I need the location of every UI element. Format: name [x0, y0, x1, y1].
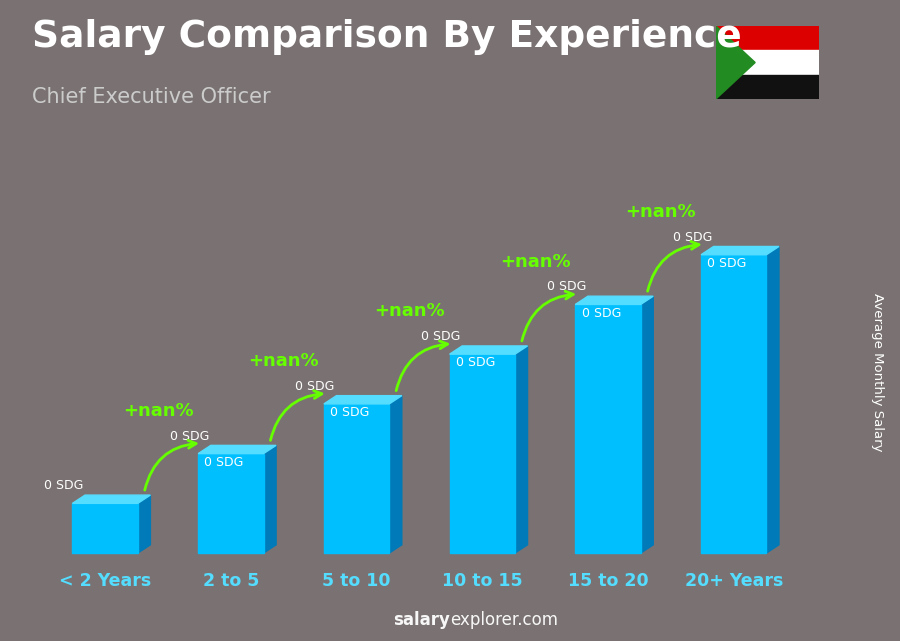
- Polygon shape: [575, 296, 653, 304]
- Polygon shape: [450, 346, 527, 354]
- Polygon shape: [515, 346, 527, 553]
- Text: 0 SDG: 0 SDG: [295, 380, 335, 393]
- Text: 0 SDG: 0 SDG: [456, 356, 495, 369]
- Text: Chief Executive Officer: Chief Executive Officer: [32, 87, 270, 106]
- Polygon shape: [390, 395, 401, 553]
- Text: 0 SDG: 0 SDG: [547, 281, 586, 294]
- Text: Average Monthly Salary: Average Monthly Salary: [871, 292, 884, 451]
- Text: 0 SDG: 0 SDG: [672, 231, 712, 244]
- Bar: [450, 354, 515, 553]
- Text: 0 SDG: 0 SDG: [170, 429, 209, 443]
- Bar: [73, 503, 138, 553]
- Polygon shape: [767, 247, 779, 553]
- Bar: [716, 50, 819, 75]
- Text: 0 SDG: 0 SDG: [421, 330, 461, 343]
- Text: +nan%: +nan%: [248, 352, 319, 370]
- Bar: [716, 26, 819, 50]
- Polygon shape: [73, 495, 150, 503]
- Text: salary: salary: [393, 612, 450, 629]
- Polygon shape: [716, 26, 755, 99]
- Text: +nan%: +nan%: [500, 253, 571, 271]
- Polygon shape: [641, 296, 653, 553]
- Text: 0 SDG: 0 SDG: [581, 307, 621, 320]
- Text: +nan%: +nan%: [122, 402, 194, 420]
- Polygon shape: [198, 445, 276, 454]
- Polygon shape: [701, 247, 779, 254]
- Bar: [716, 75, 819, 99]
- Polygon shape: [264, 445, 276, 553]
- Text: +nan%: +nan%: [374, 303, 445, 320]
- Polygon shape: [324, 395, 401, 404]
- Bar: [575, 304, 641, 553]
- Text: 0 SDG: 0 SDG: [707, 257, 747, 270]
- Bar: [324, 404, 390, 553]
- Text: +nan%: +nan%: [626, 203, 696, 221]
- Text: explorer.com: explorer.com: [450, 612, 558, 629]
- Text: Salary Comparison By Experience: Salary Comparison By Experience: [32, 19, 742, 55]
- Text: 0 SDG: 0 SDG: [204, 456, 244, 469]
- Bar: [198, 454, 264, 553]
- Text: 0 SDG: 0 SDG: [44, 479, 84, 492]
- Text: 0 SDG: 0 SDG: [330, 406, 370, 419]
- Bar: [701, 254, 767, 553]
- Polygon shape: [138, 495, 150, 553]
